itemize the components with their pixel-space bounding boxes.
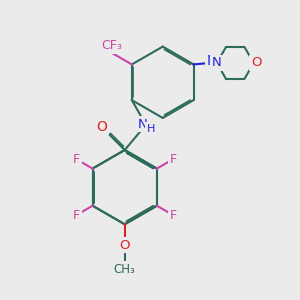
Text: F: F — [73, 208, 80, 222]
Text: CF₃: CF₃ — [101, 39, 122, 52]
Text: O: O — [119, 238, 130, 252]
Text: O: O — [251, 56, 261, 70]
Text: F: F — [169, 153, 177, 166]
Text: F: F — [73, 153, 80, 166]
Text: H: H — [147, 124, 155, 134]
Text: N: N — [211, 56, 221, 70]
Text: F: F — [169, 208, 177, 222]
Text: N: N — [138, 118, 148, 131]
Text: O: O — [96, 120, 107, 134]
Text: CH₃: CH₃ — [114, 263, 136, 276]
Text: N: N — [206, 55, 217, 68]
